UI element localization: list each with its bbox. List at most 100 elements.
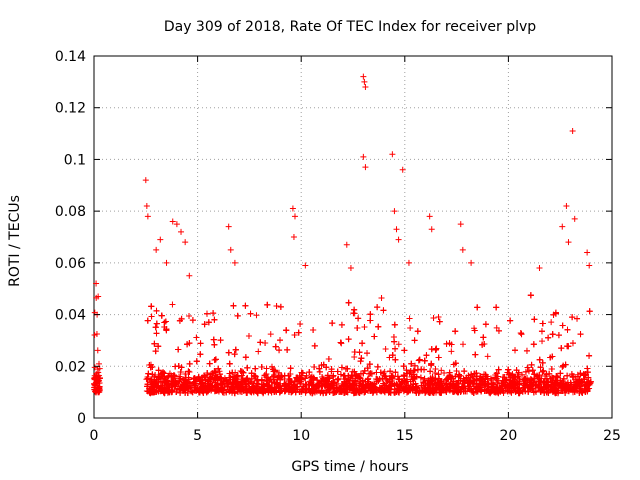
data-point: [247, 310, 254, 317]
data-point: [418, 366, 425, 373]
data-point: [91, 364, 98, 371]
data-point: [361, 324, 368, 331]
data-point: [220, 386, 227, 393]
data-point: [427, 368, 434, 375]
data-point: [244, 375, 251, 382]
data-point: [530, 341, 537, 348]
data-point: [210, 310, 217, 317]
data-point: [186, 360, 193, 367]
data-point: [480, 334, 487, 341]
data-point: [277, 337, 284, 344]
data-point: [577, 370, 584, 377]
data-point: [435, 354, 442, 361]
data-point: [189, 317, 196, 324]
data-point: [252, 365, 259, 372]
data-point: [391, 321, 398, 328]
data-point: [149, 371, 156, 378]
data-point: [392, 369, 399, 376]
data-point: [212, 369, 219, 376]
data-point: [504, 369, 511, 376]
data-point: [569, 314, 576, 321]
data-point: [536, 356, 543, 363]
data-point: [252, 373, 259, 380]
data-point: [452, 373, 459, 380]
data-point: [395, 341, 402, 348]
data-point: [374, 363, 381, 370]
data-point: [555, 332, 562, 339]
data-point: [580, 371, 587, 378]
data-point: [179, 375, 186, 382]
data-point: [461, 368, 468, 375]
data-point: [559, 364, 566, 371]
data-point: [565, 343, 572, 350]
data-point: [239, 368, 246, 375]
data-point: [477, 373, 484, 380]
data-point: [351, 306, 358, 313]
data-point: [217, 337, 224, 344]
data-point: [360, 370, 367, 377]
data-point: [428, 377, 435, 384]
data-point: [276, 347, 283, 354]
data-point: [493, 370, 500, 377]
data-point: [529, 367, 536, 374]
data-point: [518, 331, 525, 338]
data-point: [287, 365, 294, 372]
data-point: [432, 366, 439, 373]
data-point: [378, 294, 385, 301]
data-point: [466, 385, 473, 392]
data-point: [152, 348, 159, 355]
data-point: [163, 326, 170, 333]
data-point: [484, 353, 491, 360]
data-point: [338, 340, 345, 347]
data-point: [431, 370, 438, 377]
data-point: [387, 368, 394, 375]
data-point: [403, 367, 410, 374]
data-point: [291, 332, 298, 339]
data-point: [345, 336, 352, 343]
data-point: [182, 371, 189, 378]
data-point: [443, 340, 450, 347]
data-point: [211, 341, 218, 348]
data-point: [569, 340, 576, 347]
data-point: [539, 338, 546, 345]
data-point: [231, 351, 238, 358]
data-point: [91, 331, 98, 338]
data-point: [474, 304, 481, 311]
data-point: [161, 319, 168, 326]
data-point: [95, 375, 102, 382]
data-point: [523, 347, 530, 354]
data-point: [562, 389, 569, 396]
data-point: [338, 364, 345, 371]
data-point: [415, 357, 422, 364]
grid: [94, 56, 612, 418]
data-point: [545, 334, 552, 341]
data-point: [211, 316, 218, 323]
data-point: [401, 347, 408, 354]
data-point: [175, 362, 182, 369]
data-point: [537, 377, 544, 384]
data-point: [334, 376, 341, 383]
data-point: [414, 328, 421, 335]
data-point: [306, 369, 313, 376]
data-point: [185, 368, 192, 375]
data-point: [574, 315, 581, 322]
data-point: [586, 308, 593, 315]
data-point: [351, 354, 358, 361]
data-point: [177, 369, 184, 376]
data-point: [472, 351, 479, 358]
data-point: [416, 356, 423, 363]
data-point: [245, 333, 252, 340]
data-point: [460, 375, 467, 382]
data-point: [205, 319, 212, 326]
data-point: [471, 327, 478, 334]
data-point: [197, 340, 204, 347]
data-point: [335, 375, 342, 382]
data-point: [392, 356, 399, 363]
data-point: [242, 302, 249, 309]
data-point: [495, 327, 502, 334]
data-point: [524, 364, 531, 371]
data-point: [438, 367, 445, 374]
data-point: [374, 304, 381, 311]
data-point: [253, 377, 260, 384]
data-point: [455, 371, 462, 378]
